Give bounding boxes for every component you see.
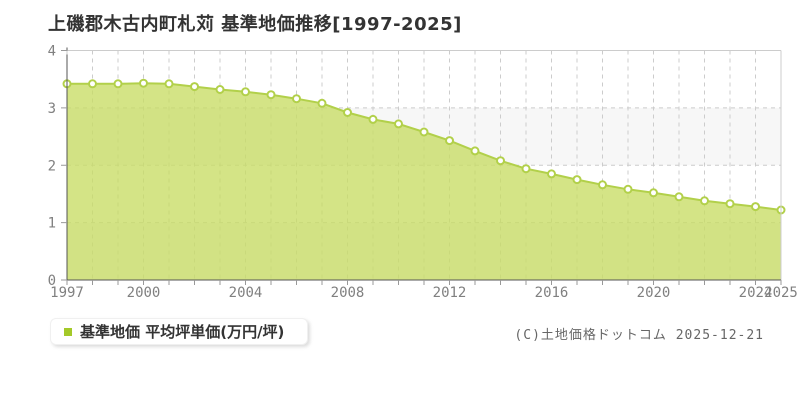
data-point-2023: [725, 199, 735, 209]
y-tick-label: 3: [48, 101, 56, 117]
data-point-2005: [266, 90, 276, 100]
y-tick-label: 1: [48, 216, 56, 232]
data-point-2008: [343, 108, 352, 117]
data-point-2016: [547, 169, 556, 179]
data-point-2007: [317, 98, 327, 108]
legend-label: 基準地価 平均坪単価(万円/坪): [80, 323, 285, 341]
copyright-text: (C)土地価格ドットコム 2025-12-21: [514, 328, 764, 343]
x-tick-label: 2020: [637, 285, 671, 301]
data-point-2020: [649, 188, 658, 198]
data-point-2021: [674, 192, 684, 202]
data-point-2004: [241, 87, 250, 97]
x-tick-label: 1997: [50, 285, 84, 301]
chart-title: 上磯郡木古内町札苅 基準地価推移[1997-2025]: [48, 14, 462, 35]
data-point-2019: [623, 184, 633, 194]
data-point-2011: [419, 127, 429, 137]
data-point-2010: [394, 119, 403, 129]
x-tick-label: 2024: [739, 285, 773, 301]
x-tick-label: 2000: [127, 285, 161, 301]
data-point-2001: [164, 79, 174, 89]
data-point-2012: [445, 136, 454, 146]
x-tick-label: 2008: [331, 285, 365, 301]
data-point-2022: [700, 196, 709, 206]
y-tick-label: 2: [48, 158, 56, 174]
data-point-2024: [751, 202, 760, 212]
data-point-2000: [139, 78, 148, 88]
x-tick-label: 2004: [229, 285, 263, 301]
legend: 基準地価 平均坪単価(万円/坪): [50, 318, 308, 345]
data-point-2006: [292, 94, 301, 104]
y-tick-label: 0: [48, 273, 56, 289]
data-point-2014: [496, 156, 505, 166]
area-fill: [67, 83, 781, 280]
legend-marker-icon: [64, 327, 72, 336]
data-point-2013: [470, 146, 480, 156]
x-tick-label: 2012: [433, 285, 467, 301]
x-tick-label: 2025: [764, 285, 798, 301]
x-tick-label: 2016: [535, 285, 569, 301]
data-point-2018: [598, 180, 607, 190]
data-point-2009: [368, 114, 378, 124]
data-point-2002: [190, 82, 199, 92]
data-point-2017: [572, 175, 582, 185]
y-tick-label: 4: [48, 44, 56, 60]
data-point-2015: [521, 164, 531, 174]
data-point-2003: [215, 85, 225, 94]
data-point-1999: [113, 79, 123, 89]
data-point-1998: [88, 79, 97, 89]
